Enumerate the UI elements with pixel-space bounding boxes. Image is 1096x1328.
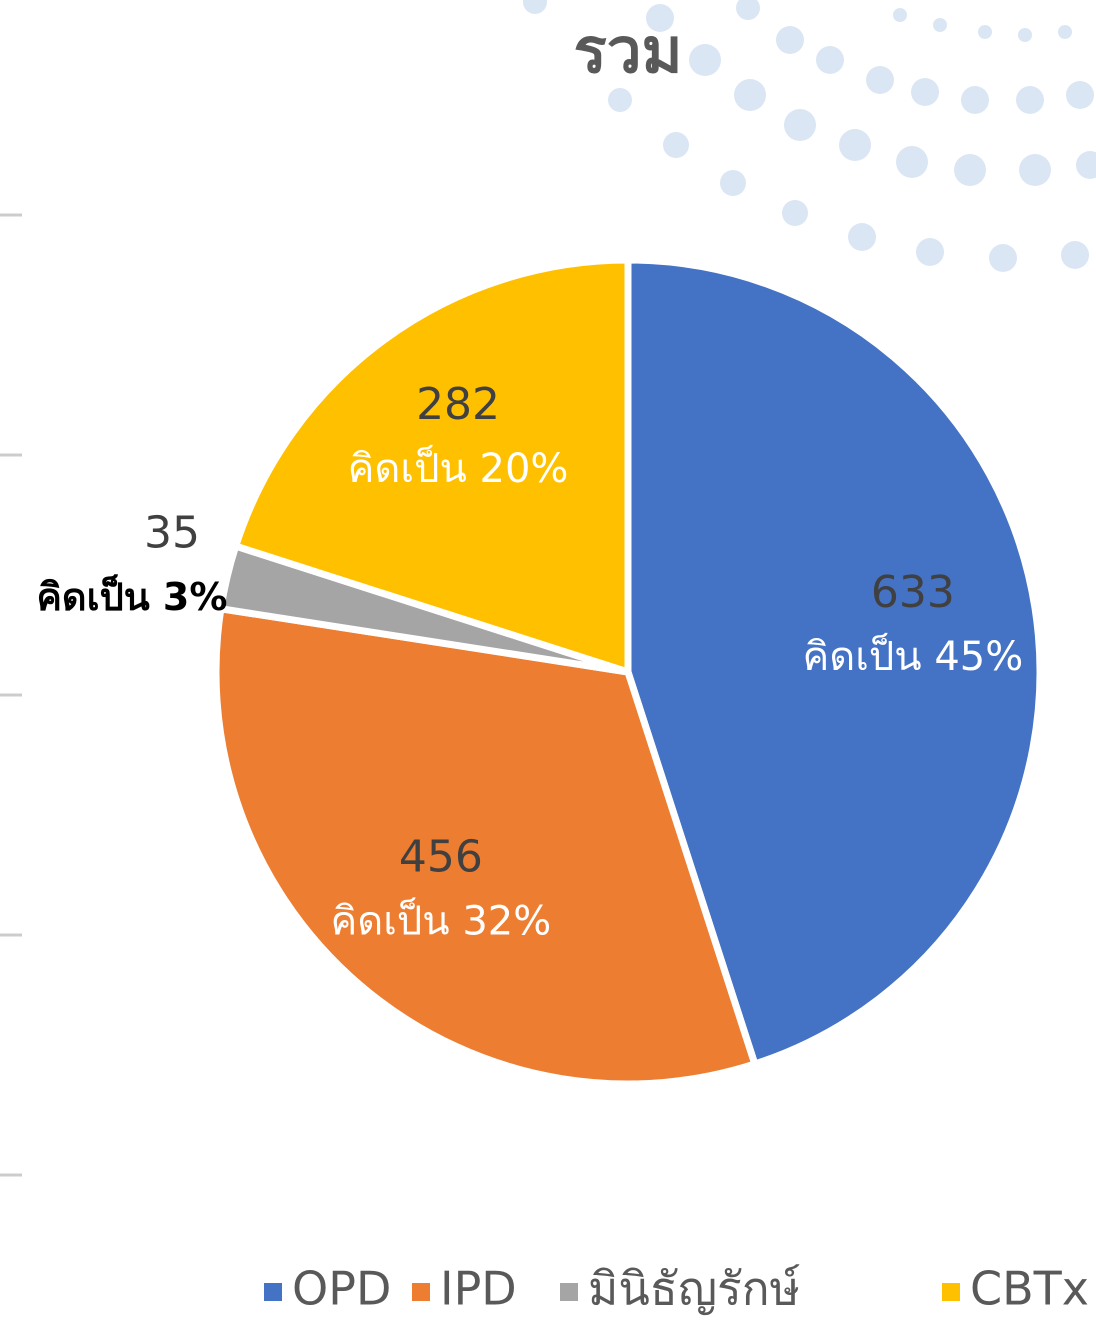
legend-swatch	[412, 1283, 430, 1301]
percent-label: คิดเป็น 3%	[37, 574, 228, 619]
value-label: 633	[871, 567, 955, 618]
legend-label: CBTx	[970, 1262, 1089, 1316]
decor-ticks	[0, 213, 22, 1177]
labels: 633 คิดเป็น 45% 456 คิดเป็น 32% 35 คิดเป็น 3%…	[37, 379, 1024, 944]
value-label: 35	[144, 508, 200, 559]
decor-dots	[523, 0, 1096, 272]
legend-swatch	[942, 1283, 960, 1301]
pie-slice	[624, 256, 1044, 1068]
percent-label: คิดเป็น 45%	[802, 632, 1023, 680]
legend-label: OPD	[292, 1262, 391, 1316]
legend-label: มินิธัญรักษ์	[588, 1262, 800, 1316]
value-label: 456	[399, 831, 483, 882]
value-label: 282	[416, 379, 500, 430]
percent-label: คิดเป็น 20%	[348, 444, 569, 492]
pie	[212, 256, 1044, 1088]
legend-label: IPD	[440, 1262, 517, 1316]
percent-label: คิดเป็น 32%	[330, 896, 551, 944]
legend-swatch	[264, 1283, 282, 1301]
chart-title: รวม	[574, 14, 683, 87]
pie-slice	[212, 605, 759, 1088]
legend-swatch	[560, 1283, 578, 1301]
legend: OPD IPD มินิธัญรักษ์ CBTx	[264, 1262, 1089, 1316]
pie-slice	[232, 256, 632, 676]
